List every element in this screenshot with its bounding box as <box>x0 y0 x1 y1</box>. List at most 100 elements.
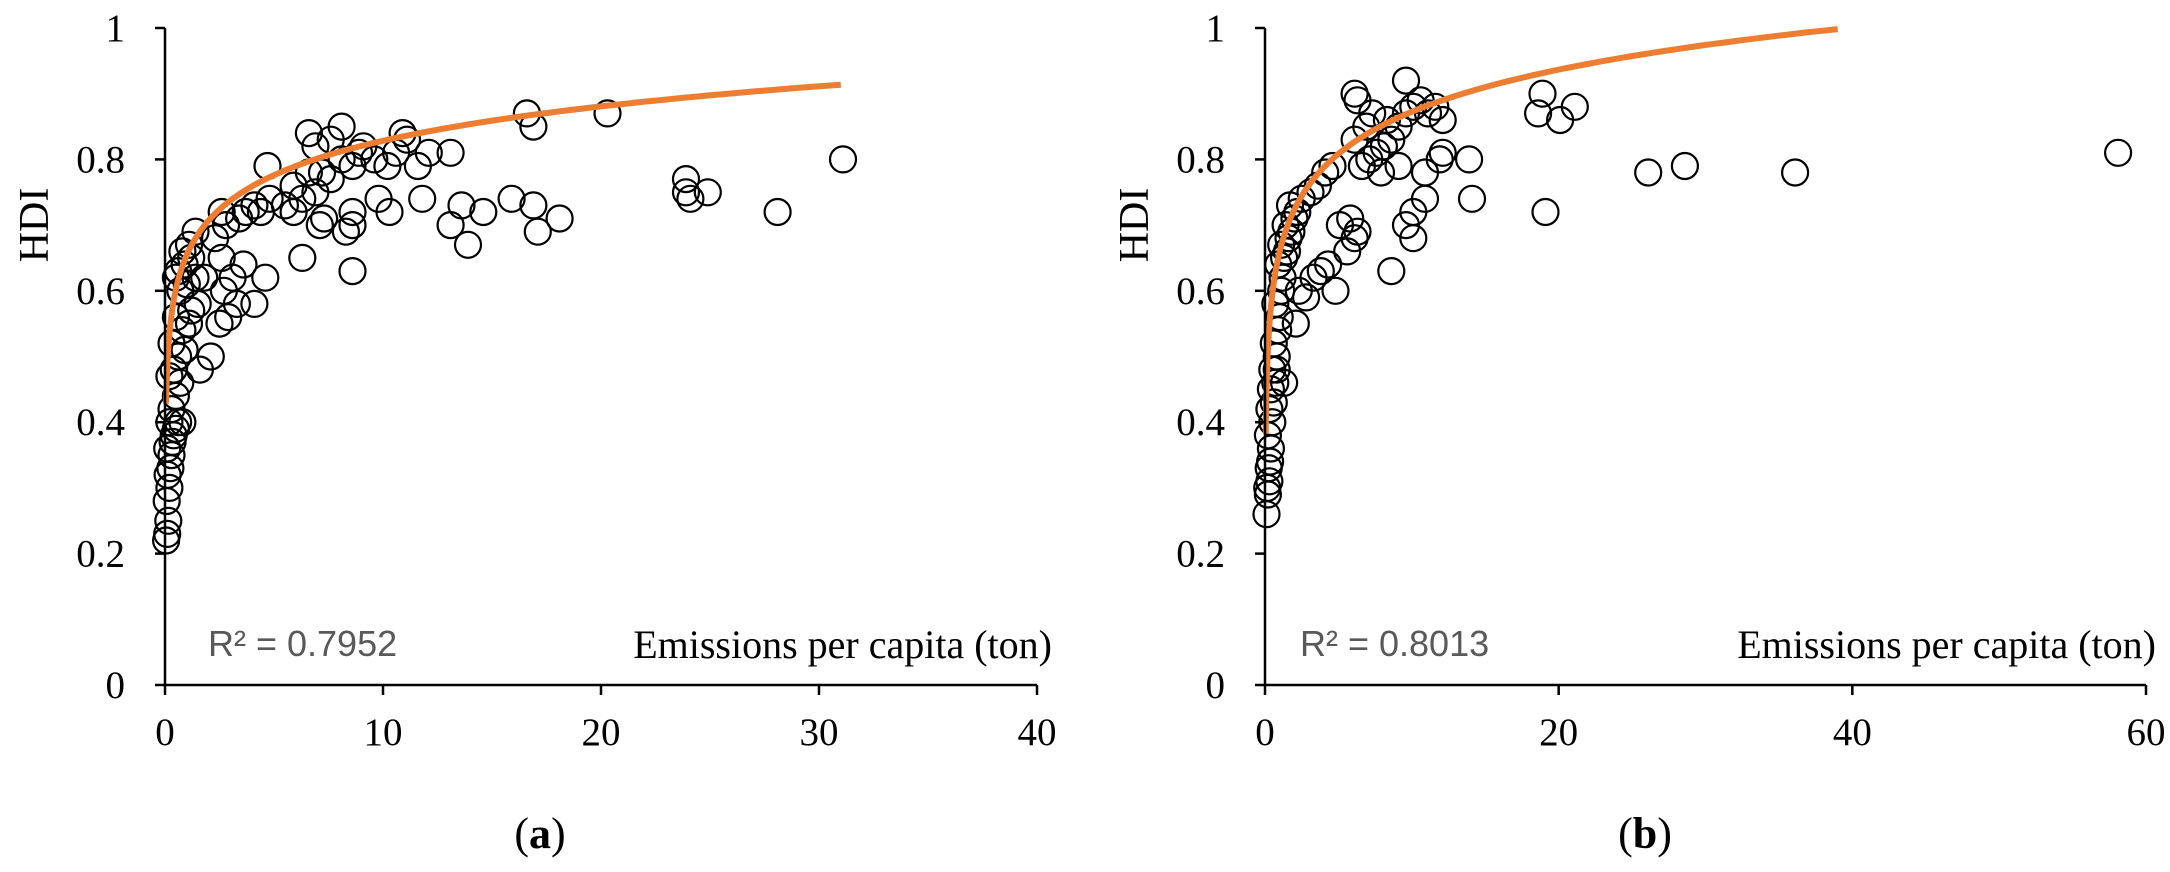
scatter-point <box>545 204 574 233</box>
scatter-point <box>469 197 498 227</box>
y-tick-label: 0 <box>1206 664 1226 707</box>
scatter-point <box>1343 86 1372 115</box>
scatter-point <box>1377 257 1406 286</box>
x-tick-label: 0 <box>1255 711 1275 754</box>
scatter-point <box>1457 184 1487 213</box>
scatter-point <box>229 250 258 279</box>
y-tick-label: 0.2 <box>1176 533 1225 576</box>
scatter-point <box>497 184 526 213</box>
scatter-point <box>338 257 367 286</box>
scatter-point <box>155 473 184 502</box>
scatter-point <box>1410 184 1440 213</box>
scatter-point <box>310 204 339 233</box>
y-tick-label: 0.8 <box>1176 138 1225 181</box>
scatter-point <box>1291 283 1321 312</box>
scatter-point <box>693 178 722 207</box>
scatter-point <box>1377 125 1406 154</box>
scatter-point <box>1428 105 1457 135</box>
scatter-point <box>327 112 356 141</box>
scatter-point <box>196 342 225 371</box>
scatter-point <box>1523 99 1553 128</box>
scatter-point <box>240 191 269 220</box>
scatter-point <box>205 309 234 338</box>
scatter-point <box>331 217 360 246</box>
scatter-point <box>157 395 186 424</box>
panel-a: 0 0.2 0.4 0.6 0.8 1 0 10 20 30 40 HDI R² = 0.7952… <box>12 7 1057 858</box>
scatter-point <box>1262 355 1291 384</box>
scatter-point <box>1391 66 1421 95</box>
scatter-point <box>1255 467 1284 496</box>
scatter-point <box>211 211 241 240</box>
scatter-point <box>1384 151 1413 181</box>
y-tick-label: 1 <box>1206 7 1226 50</box>
scatter-point <box>174 309 204 338</box>
scatter-point <box>240 289 269 318</box>
scatter-point <box>1391 211 1421 240</box>
scatter-point <box>181 217 210 246</box>
r-squared-label: R² = 0.8013 <box>1300 623 1489 664</box>
scatter-point <box>1313 250 1343 279</box>
scatter-point <box>1256 375 1286 404</box>
scatter-point <box>1336 204 1365 233</box>
y-tick-label: 0.6 <box>76 270 125 313</box>
x-tick-label: 10 <box>364 711 403 754</box>
scatter-point <box>231 197 260 227</box>
scatter-point <box>414 138 443 167</box>
scatter-point <box>1321 276 1350 305</box>
scatter-point <box>1560 92 1589 121</box>
y-tick-label: 0.8 <box>76 138 125 181</box>
scatter-point <box>207 243 236 272</box>
x-axis-label: Emissions per capita (ton) <box>1737 622 2156 667</box>
y-tick-label: 0.6 <box>1176 270 1225 313</box>
scatter-point <box>1311 158 1340 187</box>
x-tick-marks: 0 10 20 30 40 <box>155 685 1057 754</box>
scatter-point <box>1269 368 1299 397</box>
scatter-point <box>447 191 476 220</box>
scatter-point <box>828 145 858 174</box>
panel-caption: (b) <box>1618 809 1672 858</box>
scatter-point <box>1454 145 1484 174</box>
scatter-point <box>255 184 284 213</box>
scatter-point <box>305 211 334 240</box>
y-tick-label: 0.2 <box>76 533 125 576</box>
scatter-point <box>1399 224 1428 253</box>
scatter-point <box>523 217 552 246</box>
scatter-point <box>1531 197 1560 227</box>
x-tick-marks: 0 20 40 60 <box>1255 685 2166 754</box>
scatter-point <box>1281 309 1310 338</box>
y-tick-label: 0.4 <box>1176 401 1225 444</box>
scatter-point <box>1284 276 1313 305</box>
scatter-point <box>294 119 323 148</box>
x-tick-label: 40 <box>1833 711 1872 754</box>
scatter-point <box>1366 158 1396 187</box>
scatter-point <box>2104 138 2133 167</box>
scatter-point <box>676 184 705 213</box>
y-tick-label: 0 <box>106 664 126 707</box>
scatter-point <box>1318 151 1347 181</box>
r-squared-label: R² = 0.7952 <box>208 623 397 664</box>
scatter-points <box>152 99 858 555</box>
scatter-point <box>671 178 701 207</box>
x-tick-label: 30 <box>800 711 839 754</box>
scatter-point <box>154 506 183 535</box>
scatter-point <box>1528 79 1557 108</box>
scatter-point <box>453 230 483 259</box>
scatter-point <box>153 519 182 549</box>
scatter-point <box>375 197 404 227</box>
y-tick-marks: 0 0.2 0.4 0.6 0.8 1 <box>76 7 165 707</box>
scatter-point <box>338 197 367 227</box>
y-tick-label: 0.4 <box>76 401 125 444</box>
scatter-point <box>207 197 236 227</box>
scatter-point <box>408 184 437 213</box>
scatter-point <box>1670 151 1700 181</box>
y-axis-label: HDI <box>12 188 58 263</box>
scatter-point <box>288 243 317 272</box>
scatter-point <box>1545 105 1575 135</box>
y-tick-marks: 0 0.2 0.4 0.6 0.8 1 <box>1176 7 1265 707</box>
panel-caption-letter: b <box>1633 809 1657 858</box>
fit-curve <box>1262 26 1839 434</box>
scatter-point <box>251 263 280 292</box>
scatter-point <box>763 197 792 227</box>
scatter-point <box>1428 138 1457 167</box>
